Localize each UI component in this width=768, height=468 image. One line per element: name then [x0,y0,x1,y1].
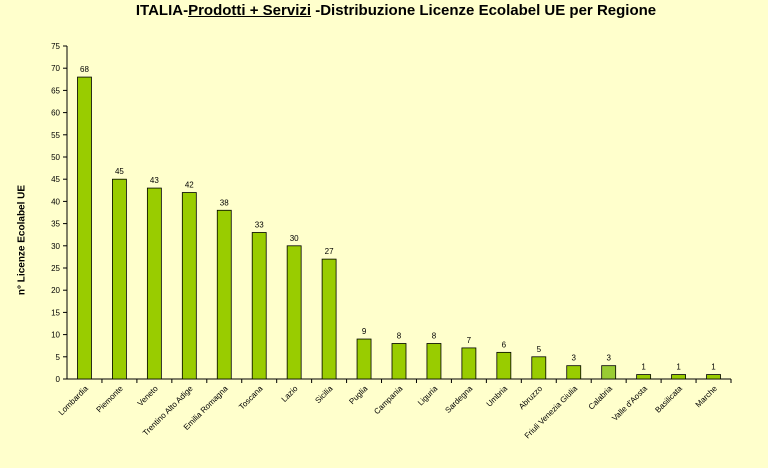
bar [216,209,232,380]
title-suffix: -Distribuzione Licenze Ecolabel UE per R… [311,2,657,19]
x-tick-label: Valle d'Aosta [610,384,649,423]
data-label: 3 [606,354,611,363]
bar [566,365,582,380]
x-tick-label: Basilicata [653,384,684,415]
bar [671,374,686,380]
data-label: 8 [397,331,402,340]
x-tick-label: Toscana [237,384,265,412]
y-tick-label: 55 [51,131,60,140]
y-tick-label: 0 [56,375,61,384]
x-tick-label: Lazio [280,384,300,404]
bar [636,374,652,380]
data-label: 8 [432,331,437,340]
bar [251,232,267,380]
data-label: 38 [220,198,229,207]
x-tick-label: Marche [694,384,720,410]
x-tick-label: Puglia [347,384,369,406]
title-prefix: ITALIA- [135,2,189,19]
data-label: 43 [150,176,159,185]
data-label: 45 [115,167,124,176]
chart-title: ITALIA-Prodotti + Servizi -Distribuzione… [0,2,768,19]
bar [356,338,372,380]
y-tick-label: 45 [51,175,60,184]
data-label: 1 [641,363,646,372]
y-tick-label: 5 [56,353,61,362]
data-label: 30 [290,234,299,243]
data-label: 68 [80,65,89,74]
y-tick-label: 15 [51,308,60,317]
x-tick-label: Abruzzo [517,384,545,412]
bar [601,365,617,380]
bar [321,258,337,380]
y-tick-label: 25 [51,264,60,273]
data-label: 27 [325,247,334,256]
y-tick-label: 10 [51,331,60,340]
data-label: 5 [537,345,542,354]
bar [112,178,127,380]
x-tick-label: Sardegna [443,384,474,415]
bar [496,351,512,380]
x-tick-label: Piemonte [95,384,126,415]
x-tick-label: Lombardia [57,384,90,417]
bar [77,76,92,380]
bar [426,343,442,380]
x-tick-label: Sicilia [313,384,335,406]
bar [706,374,721,380]
x-tick-label: Umbria [485,384,510,409]
title-underlined: Prodotti + Servizi [188,2,312,19]
bar [146,187,162,380]
data-label: 42 [185,181,194,190]
y-tick-label: 40 [51,197,60,206]
data-label: 6 [502,340,507,349]
y-tick-label: 30 [51,242,60,251]
y-tick-label: 50 [51,153,60,162]
bar [286,245,302,380]
y-tick-label: 70 [51,64,60,73]
y-tick-label: 35 [51,220,60,229]
x-tick-label: Liguria [416,384,440,408]
x-tick-label: Calabria [587,384,615,412]
y-tick-label: 65 [51,86,60,95]
bar [181,192,197,380]
data-label: 9 [362,327,367,336]
bar [391,343,407,380]
data-label: 7 [467,336,472,345]
y-tick-label: 20 [51,286,60,295]
x-tick-label: Veneto [136,384,160,408]
data-label: 1 [711,363,716,372]
data-label: 1 [676,363,681,372]
y-tick-label: 75 [51,42,60,51]
bar [461,347,477,380]
y-tick-label: 60 [51,109,60,118]
x-tick-label: Campania [372,384,405,417]
data-label: 33 [255,220,264,229]
data-label: 3 [572,354,577,363]
bar [531,356,547,380]
